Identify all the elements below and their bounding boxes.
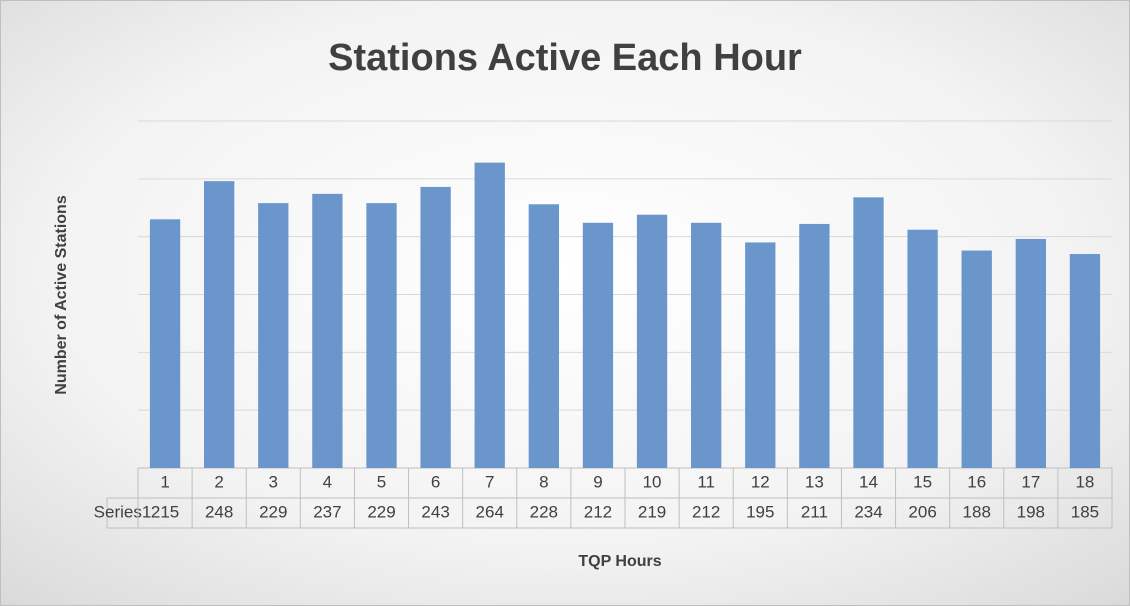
table-value: 198 bbox=[1017, 502, 1045, 521]
table-value: 234 bbox=[854, 502, 882, 521]
bar bbox=[1015, 238, 1046, 468]
bar bbox=[204, 181, 235, 468]
table-value: 195 bbox=[746, 502, 774, 521]
x-tick-label: 18 bbox=[1075, 472, 1094, 491]
x-tick-label: 2 bbox=[214, 472, 223, 491]
x-tick-label: 6 bbox=[431, 472, 440, 491]
legend-label: Series1 bbox=[94, 502, 152, 521]
table-value: 228 bbox=[530, 502, 558, 521]
x-tick-label: 14 bbox=[859, 472, 878, 491]
y-axis-title: Number of Active Stations bbox=[53, 195, 70, 395]
x-tick-label: 1 bbox=[160, 472, 169, 491]
bar bbox=[474, 162, 505, 468]
table-value: 188 bbox=[963, 502, 991, 521]
x-tick-label: 9 bbox=[593, 472, 602, 491]
bar bbox=[961, 250, 992, 468]
bar bbox=[745, 242, 776, 468]
bar bbox=[907, 229, 938, 468]
x-tick-label: 3 bbox=[269, 472, 278, 491]
table-value: 229 bbox=[259, 502, 287, 521]
table-value: 264 bbox=[476, 502, 504, 521]
table-value: 219 bbox=[638, 502, 666, 521]
bar bbox=[1069, 254, 1101, 468]
x-tick-label: 12 bbox=[751, 472, 770, 491]
x-tick-label: 5 bbox=[377, 472, 386, 491]
chart-title: Stations Active Each Hour bbox=[328, 37, 802, 79]
x-axis-title: TQP Hours bbox=[578, 553, 661, 570]
x-tick-label: 17 bbox=[1021, 472, 1040, 491]
table-value: 237 bbox=[313, 502, 341, 521]
table-value: 243 bbox=[421, 502, 449, 521]
x-tick-label: 7 bbox=[485, 472, 494, 491]
bar bbox=[366, 203, 397, 468]
table-value: 212 bbox=[584, 502, 612, 521]
bar bbox=[691, 222, 722, 468]
table-value: 185 bbox=[1071, 502, 1099, 521]
x-tick-label: 10 bbox=[643, 472, 662, 491]
bar bbox=[799, 223, 830, 468]
x-tick-label: 11 bbox=[697, 472, 715, 491]
bar bbox=[582, 222, 614, 468]
bar bbox=[258, 203, 289, 468]
bar bbox=[853, 197, 884, 468]
table-value: 211 bbox=[801, 502, 828, 521]
table-value: 215 bbox=[151, 502, 179, 521]
x-tick-label: 15 bbox=[913, 472, 932, 491]
x-tick-label: 8 bbox=[539, 472, 548, 491]
x-tick-label: 13 bbox=[805, 472, 824, 491]
table-value: 212 bbox=[692, 502, 720, 521]
bar bbox=[312, 193, 343, 468]
bar bbox=[528, 204, 559, 468]
table-value: 206 bbox=[908, 502, 936, 521]
x-tick-label: 4 bbox=[323, 472, 332, 491]
bar bbox=[420, 186, 451, 468]
bar bbox=[636, 214, 668, 468]
x-tick-label: 16 bbox=[967, 472, 986, 491]
bar bbox=[149, 219, 181, 468]
table-value: 229 bbox=[367, 502, 395, 521]
table-value: 248 bbox=[205, 502, 233, 521]
